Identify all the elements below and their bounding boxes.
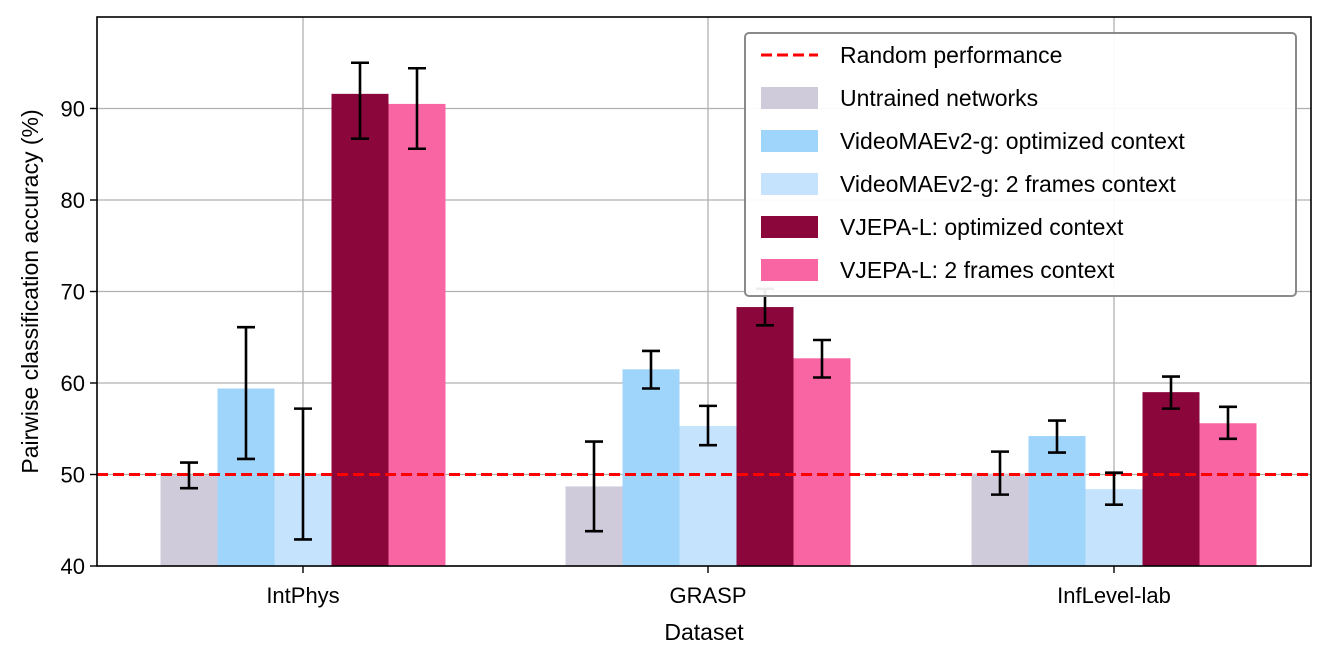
bar bbox=[1199, 423, 1257, 566]
error-bar bbox=[699, 404, 717, 447]
legend-swatch bbox=[761, 130, 818, 152]
legend-label: Random performance bbox=[840, 42, 1062, 68]
axes: 40 50 60 70 80 90 IntPhys GRASP InfLevel-lab bbox=[61, 16, 1312, 608]
bar bbox=[388, 103, 446, 567]
bar bbox=[736, 307, 794, 566]
legend-box bbox=[744, 32, 1297, 297]
error-bar bbox=[642, 349, 660, 390]
legend-swatch bbox=[761, 87, 818, 109]
x-tick-label: IntPhys bbox=[266, 583, 339, 608]
x-tick-label: InfLevel-lab bbox=[1057, 583, 1171, 608]
legend-swatch bbox=[761, 259, 818, 281]
bar bbox=[1028, 436, 1086, 566]
error-bar bbox=[1162, 375, 1180, 410]
x-tick-label: GRASP bbox=[669, 583, 746, 608]
legend-label: VideoMAEv2-g: optimized context bbox=[840, 128, 1185, 154]
bar bbox=[331, 93, 389, 567]
bar bbox=[679, 426, 737, 566]
y-tick-label: 90 bbox=[61, 97, 85, 122]
legend-entry: VideoMAEv2-g: optimized context bbox=[761, 128, 1185, 154]
y-tick-label: 80 bbox=[61, 188, 85, 213]
legend-swatch bbox=[761, 173, 818, 195]
error-bar bbox=[351, 61, 369, 140]
bar bbox=[622, 369, 680, 566]
legend-entry: VJEPA-L: optimized context bbox=[761, 214, 1124, 240]
legend-entry: Random performance bbox=[761, 42, 1062, 68]
error-bar bbox=[991, 450, 1009, 496]
legend: Random performance Untrained networks Vide… bbox=[744, 32, 1297, 297]
legend-entry: VJEPA-L: 2 frames context bbox=[761, 257, 1115, 283]
legend-entry: VideoMAEv2-g: 2 frames context bbox=[761, 171, 1176, 197]
error-bar bbox=[180, 461, 198, 490]
legend-label: VideoMAEv2-g: 2 frames context bbox=[840, 171, 1176, 197]
error-bar bbox=[294, 407, 312, 541]
y-tick-label: 60 bbox=[61, 371, 85, 396]
legend-label: Untrained networks bbox=[840, 85, 1038, 111]
error-bar bbox=[813, 338, 831, 379]
y-axis-title: Pairwise classification accuracy (%) bbox=[17, 109, 43, 473]
legend-label: VJEPA-L: optimized context bbox=[840, 214, 1124, 240]
error-bar bbox=[1219, 405, 1237, 441]
legend-entry: Untrained networks bbox=[761, 85, 1038, 111]
error-bar bbox=[1048, 419, 1066, 454]
bar bbox=[1142, 392, 1200, 566]
error-bar bbox=[237, 325, 255, 461]
bar bbox=[160, 475, 218, 566]
y-tick-label: 70 bbox=[61, 280, 85, 305]
error-bar bbox=[585, 440, 603, 533]
bars bbox=[160, 93, 1257, 567]
error-bar bbox=[408, 66, 426, 151]
legend-label: VJEPA-L: 2 frames context bbox=[840, 257, 1115, 283]
bar bbox=[793, 358, 851, 566]
y-tick-label: 50 bbox=[61, 463, 85, 488]
x-axis-title: Dataset bbox=[664, 619, 744, 645]
legend-swatch bbox=[761, 216, 818, 238]
y-tick-label: 40 bbox=[61, 554, 85, 579]
error-bar bbox=[1105, 471, 1123, 506]
